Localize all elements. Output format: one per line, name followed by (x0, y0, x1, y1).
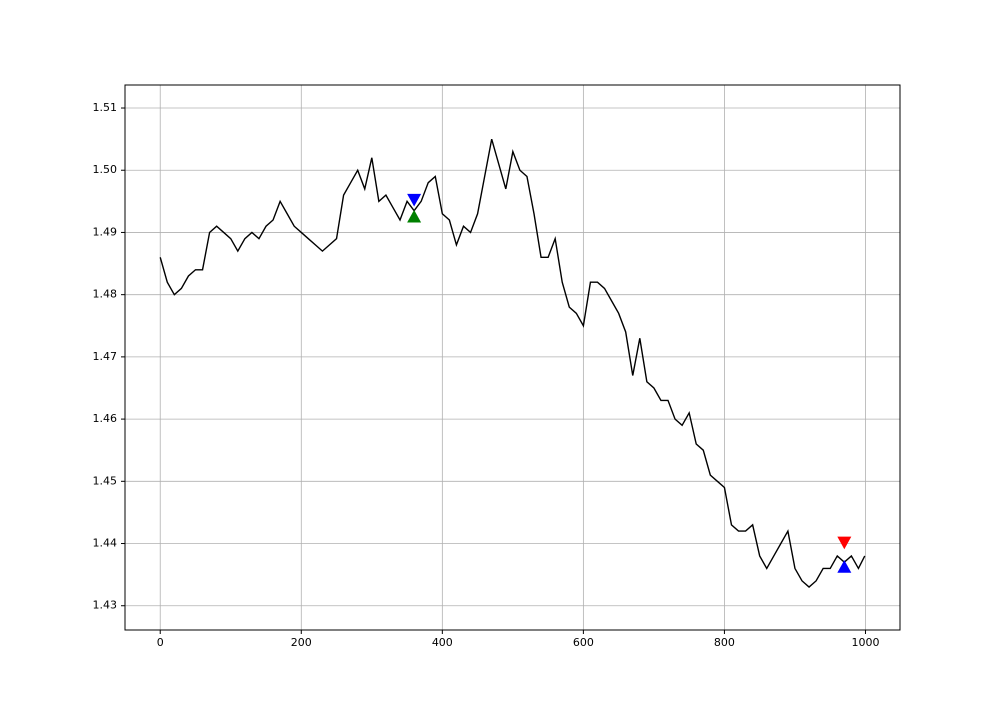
x-tick-label: 400 (432, 636, 453, 649)
y-tick-label: 1.47 (93, 350, 118, 363)
x-tick-label: 0 (157, 636, 164, 649)
signal-marker (837, 560, 852, 573)
signal-marker (837, 536, 852, 550)
plot-frame (124, 84, 901, 631)
line (159, 138, 866, 589)
signal-marker (407, 209, 422, 223)
y-tick-label: 1.50 (93, 163, 118, 176)
y-tick-label: 1.44 (93, 537, 118, 550)
y-tick-label: 1.45 (93, 474, 118, 487)
x-tick-label: 600 (573, 636, 594, 649)
signal-marker (407, 193, 422, 207)
x-tick-label: 1000 (851, 636, 879, 649)
y-tick-label: 1.43 (93, 599, 118, 612)
y-tick-label: 1.51 (93, 101, 118, 114)
y-tick-label: 1.48 (93, 288, 118, 301)
y-tick-label: 1.49 (93, 225, 118, 238)
y-tick-label: 1.46 (93, 412, 118, 425)
x-tick-label: 800 (714, 636, 735, 649)
x-tick-label: 200 (291, 636, 312, 649)
